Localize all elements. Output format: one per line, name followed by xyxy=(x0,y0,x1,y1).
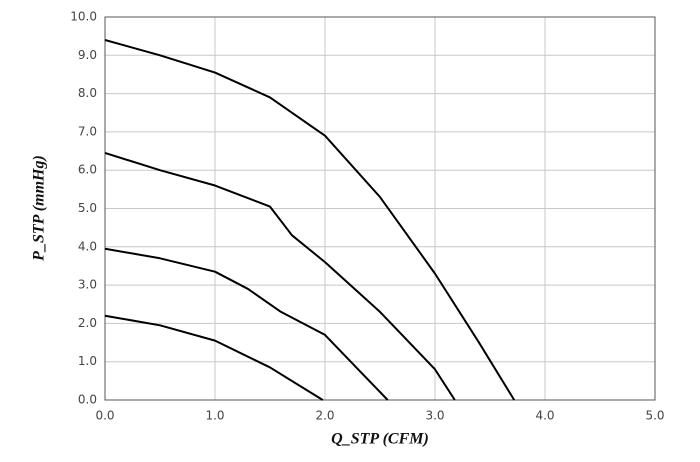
curve xyxy=(104,247,389,401)
y-tick-label: 5.0 xyxy=(78,201,97,215)
y-tick-label: 6.0 xyxy=(78,163,97,177)
x-tick-label: 3.0 xyxy=(425,409,444,423)
x-tick-label: 2.0 xyxy=(315,409,334,423)
curve xyxy=(104,314,324,401)
y-tick-label: 9.0 xyxy=(78,48,97,62)
y-tick-label: 4.0 xyxy=(78,239,97,253)
y-tick-label: 3.0 xyxy=(78,278,97,292)
y-tick-label: 0.0 xyxy=(78,393,97,407)
x-tick-label: 0.0 xyxy=(95,409,114,423)
x-tick-label: 4.0 xyxy=(535,409,554,423)
curve xyxy=(104,152,456,401)
y-tick-label: 10.0 xyxy=(70,10,97,24)
y-tick-label: 7.0 xyxy=(78,124,97,138)
y-tick-label: 1.0 xyxy=(78,354,97,368)
plot-frame xyxy=(104,16,656,401)
curve xyxy=(104,39,516,401)
y-tick-label: 8.0 xyxy=(78,86,97,100)
y-tick-label: 2.0 xyxy=(78,316,97,330)
y-axis-title: P_STP (mmHg) xyxy=(31,155,48,262)
x-tick-label: 5.0 xyxy=(645,409,664,423)
x-tick-label: 1.0 xyxy=(205,409,224,423)
x-axis-title: Q_STP (CFM) xyxy=(331,431,429,448)
